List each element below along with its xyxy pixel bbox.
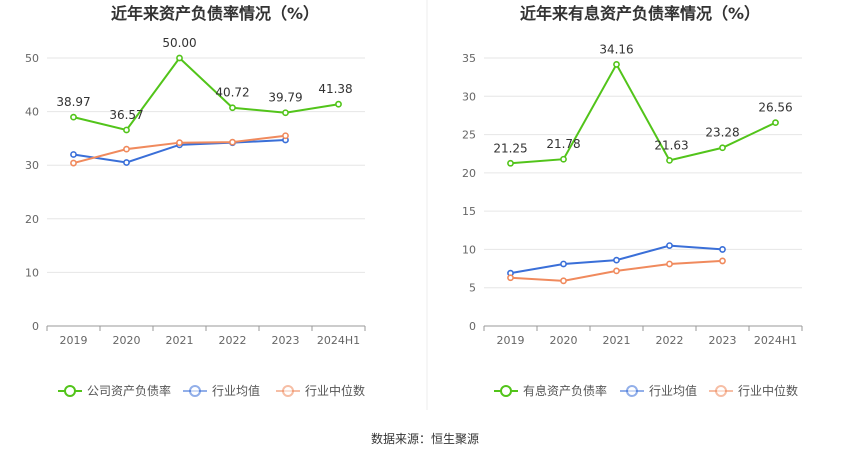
legend-label: 有息资产负债率 (523, 383, 607, 398)
legend-swatch-marker (64, 385, 76, 397)
legend-label: 公司资产负债率 (87, 383, 171, 398)
y-tick-label: 0 (469, 320, 476, 333)
y-tick-label: 10 (462, 243, 476, 256)
y-tick-label: 5 (469, 282, 476, 295)
x-tick-label: 2023 (709, 334, 737, 347)
chart-interest-bearing-debt-ratio: 近年来有息资产负债率情况（%） 0 5 10 15 20 25 30 35 2019 2020 202… (462, 4, 803, 398)
data-point (719, 257, 726, 265)
legend-swatch-marker (282, 385, 294, 397)
legend-item-0[interactable]: 公司资产负债率 (58, 383, 171, 398)
data-point (666, 156, 673, 164)
data-point (666, 260, 673, 268)
data-point (335, 100, 342, 108)
data-label: 21.63 (654, 138, 688, 152)
y-tick-label: 40 (25, 106, 39, 119)
data-point (123, 159, 130, 166)
x-tick-label: 2021 (166, 334, 194, 347)
x-tick-label: 2024H1 (317, 334, 360, 347)
data-label: 34.16 (599, 42, 633, 56)
y-tick-label: 15 (462, 205, 476, 218)
x-tick-label: 2023 (272, 334, 300, 347)
data-source-note: 数据来源：恒生聚源 (371, 431, 479, 446)
data-label: 23.28 (705, 126, 739, 140)
y-tick-label: 50 (25, 52, 39, 65)
legend-item-2[interactable]: 行业中位数 (709, 383, 798, 398)
x-tick-label: 2024H1 (754, 334, 797, 347)
legend-item-1[interactable]: 行业均值 (183, 383, 260, 398)
data-point (560, 155, 567, 163)
data-point (229, 104, 236, 112)
data-point (666, 242, 673, 249)
legend-swatch-marker (189, 385, 201, 397)
legend-label: 行业中位数 (738, 383, 798, 398)
y-tick-label: 30 (462, 90, 476, 103)
data-point (507, 274, 514, 282)
data-label: 21.78 (546, 137, 580, 151)
data-label: 41.38 (318, 82, 352, 96)
data-point (613, 267, 620, 275)
data-label: 39.79 (268, 91, 302, 105)
y-tick-label: 25 (462, 129, 476, 142)
data-point (176, 139, 183, 147)
x-tick-label: 2022 (219, 334, 247, 347)
chart-debt-ratio: 近年来资产负债率情况（%） 0 10 20 30 40 50 2019 2020 2021 2022… (25, 4, 366, 398)
x-tick-label: 2022 (656, 334, 684, 347)
data-point (613, 256, 620, 264)
chart-title: 近年来资产负债率情况（%） (111, 4, 319, 23)
data-point (176, 54, 183, 62)
legend-item-1[interactable]: 行业均值 (620, 383, 697, 398)
data-point (719, 246, 726, 253)
legend-label: 行业中位数 (305, 383, 365, 398)
data-label: 26.56 (758, 101, 792, 115)
y-tick-label: 20 (462, 167, 476, 180)
legend-swatch-marker (626, 385, 638, 397)
data-point (507, 159, 514, 167)
data-label: 36.57 (109, 108, 143, 122)
data-label: 50.00 (162, 36, 196, 50)
y-tick-label: 20 (25, 213, 39, 226)
series-line-0 (510, 62, 776, 165)
legend-item-0[interactable]: 有息资产负债率 (494, 383, 607, 398)
data-point (123, 145, 130, 153)
data-point (719, 144, 726, 152)
data-point (282, 132, 289, 140)
data-label: 21.25 (493, 141, 527, 155)
data-point (560, 260, 567, 268)
y-tick-label: 0 (32, 320, 39, 333)
x-tick-label: 2020 (113, 334, 141, 347)
x-tick-label: 2019 (60, 334, 88, 347)
y-tick-label: 10 (25, 266, 39, 279)
data-label: 40.72 (215, 86, 249, 100)
data-point (229, 138, 236, 146)
data-point (282, 109, 289, 117)
y-tick-label: 35 (462, 52, 476, 65)
legend-label: 行业均值 (212, 383, 260, 398)
data-point (70, 159, 77, 167)
chart-title: 近年来有息资产负债率情况（%） (520, 4, 760, 23)
x-tick-label: 2021 (603, 334, 631, 347)
data-label: 38.97 (56, 95, 90, 109)
legend-swatch-marker (715, 385, 727, 397)
data-point (70, 151, 77, 158)
data-point (123, 126, 130, 134)
series-line-0 (73, 56, 339, 132)
legend-item-2[interactable]: 行业中位数 (276, 383, 365, 398)
data-point (613, 61, 620, 68)
legend-swatch-marker (500, 385, 512, 397)
data-point (560, 277, 567, 285)
y-tick-label: 30 (25, 159, 39, 172)
x-tick-label: 2020 (550, 334, 578, 347)
data-point (772, 119, 779, 127)
data-point (70, 113, 77, 121)
x-tick-label: 2019 (497, 334, 525, 347)
legend-label: 行业均值 (649, 383, 697, 398)
